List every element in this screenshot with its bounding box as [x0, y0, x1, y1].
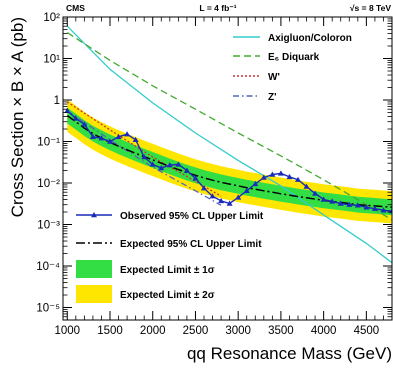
observed-point [72, 115, 79, 121]
observed-point [320, 196, 327, 202]
legend-label-observed: Observed 95% CL Upper Limit [120, 211, 264, 222]
legend-label-theory: W' [268, 72, 280, 83]
expected-limit-line [66, 114, 392, 209]
observed-point [363, 204, 370, 210]
legend-label-expected: Expected 95% CL Upper Limit [120, 239, 262, 250]
observed-point [209, 193, 216, 199]
limits-legend: Observed 95% CL Upper Limit Expected 95% … [76, 211, 264, 303]
observed-point [218, 197, 225, 204]
y-tick-label: 10¹ [43, 54, 60, 66]
observed-point [303, 183, 310, 189]
y-tick-label: 10⁻⁵ [36, 303, 60, 315]
legend-label-theory: Z' [268, 92, 277, 103]
x-axis-title: qq Resonance Mass (GeV) [187, 344, 392, 363]
legend-swatch-2sigma [76, 285, 112, 303]
observed-point [201, 185, 207, 191]
energy-label: √s = 8 TeV [350, 3, 391, 13]
y-tick-label: 1 [54, 95, 60, 107]
legend-marker-observed [91, 212, 97, 218]
observed-point [269, 171, 276, 177]
observed-point [64, 107, 71, 113]
observed-point [312, 190, 319, 196]
x-tick-label: 4000 [311, 325, 337, 337]
observed-point [329, 198, 336, 204]
observed-point [192, 175, 199, 181]
legend-swatch-1sigma [76, 260, 112, 278]
observed-point [371, 205, 378, 211]
x-tick-label: 3000 [225, 325, 251, 337]
observed-point [81, 121, 88, 127]
observed-point [98, 135, 105, 141]
legend-label-1sigma: Expected Limit ± 1σ [120, 265, 215, 276]
observed-point [107, 138, 113, 144]
x-tick-label: 2000 [140, 325, 166, 337]
y-tick-label: 10⁻² [37, 178, 60, 190]
observed-point [183, 167, 190, 173]
observed-point [380, 207, 387, 213]
x-tick-label: 1500 [97, 325, 123, 337]
experiment-label: CMS [66, 3, 85, 13]
plot-frame [62, 16, 393, 321]
observed-point [260, 174, 267, 180]
observed-point [286, 173, 293, 180]
observed-point [226, 200, 233, 206]
y-axis-title: Cross Section × B × A (pb) [8, 17, 27, 217]
y-tick-label: 10⁻³ [37, 220, 60, 232]
observed-point [277, 170, 284, 176]
legend-label-theory: Axigluon/Coloron [268, 33, 352, 44]
x-tick-label: 4500 [354, 325, 380, 337]
observed-point [243, 187, 250, 193]
luminosity-label: L = 4 fb⁻¹ [199, 3, 236, 13]
observed-point [346, 201, 353, 207]
observed-point [252, 180, 259, 187]
y-tick-label: 10⁻¹ [37, 137, 60, 149]
y-tick-label: 10² [43, 12, 60, 24]
observed-point [235, 194, 242, 200]
x-tick-label: 1000 [54, 325, 80, 337]
theory-curve-0 [66, 25, 392, 264]
observed-point [166, 162, 173, 168]
observed-point [354, 202, 361, 208]
observed-point [158, 165, 165, 171]
x-tick-label: 3500 [268, 325, 294, 337]
x-tick-label: 2500 [183, 325, 209, 337]
observed-point [132, 136, 139, 142]
observed-point [115, 133, 122, 139]
observed-point [124, 131, 131, 137]
observed-point [89, 133, 96, 139]
legend-label-2sigma: Expected Limit ± 2σ [120, 290, 215, 301]
plot-area [64, 25, 392, 264]
theory-legend: Axigluon/Coloron E₆ Diquark W' Z' [233, 33, 352, 103]
theory-curve-1 [66, 32, 392, 221]
observed-point [337, 200, 344, 206]
observed-point [149, 161, 156, 167]
legend-label-theory: E₆ Diquark [268, 52, 320, 63]
y-tick-label: 10⁻⁴ [36, 261, 60, 273]
observed-point [141, 154, 148, 160]
observed-point [295, 176, 301, 182]
observed-point [175, 161, 182, 167]
